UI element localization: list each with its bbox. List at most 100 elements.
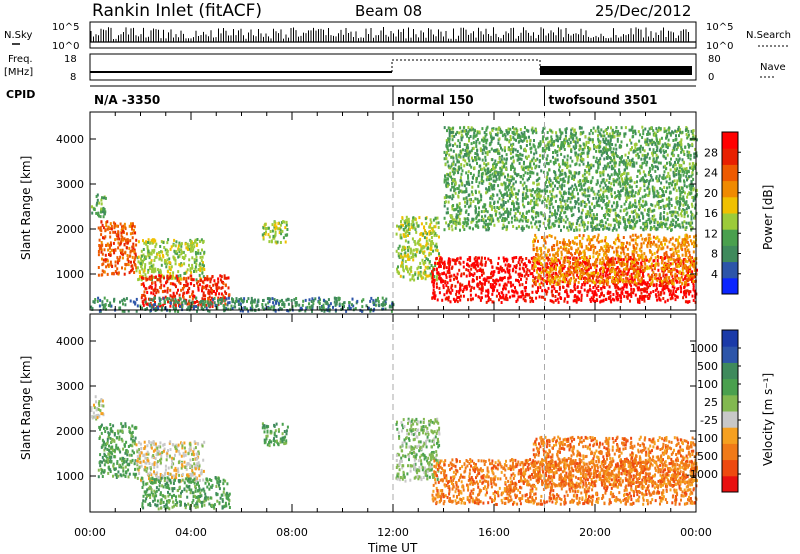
- data-cell: [551, 280, 554, 284]
- data-cell: [667, 259, 670, 263]
- data-cell: [178, 297, 181, 300]
- data-cell: [685, 175, 688, 179]
- data-cell: [660, 256, 662, 259]
- data-cell: [202, 294, 205, 298]
- data-cell: [274, 309, 277, 313]
- data-cell: [174, 303, 177, 307]
- data-cell: [539, 246, 542, 250]
- data-cell: [441, 261, 444, 265]
- data-cell: [505, 191, 508, 195]
- data-cell: [199, 269, 202, 273]
- beam-title: Beam 08: [355, 2, 422, 20]
- data-cell: [147, 253, 150, 257]
- data-cell: [173, 301, 176, 305]
- data-cell: [631, 233, 634, 237]
- data-cell: [129, 254, 132, 258]
- data-cell: [664, 176, 667, 180]
- data-cell: [579, 275, 581, 279]
- data-cell: [549, 159, 552, 163]
- data-cell: [273, 220, 276, 224]
- data-cell: [232, 298, 235, 302]
- data-cell: [400, 225, 403, 229]
- data-cell: [549, 282, 552, 286]
- data-cell: [509, 275, 512, 279]
- data-cell: [514, 286, 516, 290]
- data-cell: [509, 281, 512, 285]
- data-cell: [669, 181, 672, 185]
- data-cell: [586, 272, 589, 276]
- data-cell: [106, 227, 109, 231]
- data-cell: [577, 280, 580, 284]
- data-cell: [664, 261, 667, 265]
- data-cell: [688, 290, 690, 294]
- data-cell: [435, 278, 438, 282]
- data-cell: [530, 298, 533, 302]
- data-cell: [662, 267, 665, 271]
- data-cell: [662, 221, 665, 225]
- data-cell: [412, 274, 415, 278]
- data-cell: [493, 288, 495, 292]
- data-cell: [603, 270, 606, 274]
- data-cell: [190, 247, 192, 251]
- data-cell: [638, 270, 641, 274]
- data-cell: [606, 196, 609, 200]
- data-cell: [122, 238, 125, 242]
- data-cell: [686, 300, 689, 304]
- data-cell: [465, 287, 468, 290]
- data-cell: [551, 299, 554, 303]
- data-cell: [594, 290, 597, 294]
- data-cell: [661, 288, 664, 292]
- data-cell: [649, 178, 652, 182]
- data-cell: [651, 280, 654, 284]
- data-cell: [150, 259, 153, 263]
- data-cell: [181, 251, 184, 254]
- data-cell: [202, 239, 205, 243]
- data-cell: [194, 267, 197, 271]
- data-cell: [177, 255, 180, 259]
- data-cell: [124, 251, 127, 255]
- data-cell: [265, 227, 268, 230]
- data-cell: [594, 263, 597, 267]
- data-cell: [169, 247, 172, 251]
- data-cell: [137, 260, 140, 264]
- data-cell: [549, 261, 552, 265]
- data-cell: [455, 290, 458, 294]
- data-cell: [580, 293, 583, 297]
- data-cell: [638, 202, 641, 206]
- data-cell: [501, 291, 504, 295]
- data-cell: [548, 248, 550, 252]
- data-cell: [577, 276, 580, 280]
- data-cell: [589, 288, 592, 292]
- data-cell: [198, 273, 201, 277]
- data-cell: [448, 275, 451, 279]
- data-cell: [559, 279, 562, 283]
- data-cell: [654, 227, 657, 231]
- data-cell: [279, 223, 282, 227]
- data-cell: [279, 241, 282, 244]
- data-cell: [602, 193, 605, 197]
- data-cell: [633, 255, 635, 259]
- data-cell: [251, 306, 254, 310]
- data-cell: [107, 263, 109, 267]
- data-cell: [532, 279, 535, 283]
- data-cell: [247, 297, 250, 301]
- data-cell: [298, 303, 301, 307]
- data-cell: [447, 259, 450, 263]
- data-cell: [676, 223, 679, 227]
- data-cell: [490, 270, 493, 274]
- data-cell: [618, 239, 621, 243]
- data-cell: [140, 276, 143, 280]
- data-cell: [685, 238, 688, 242]
- data-cell: [657, 167, 659, 171]
- data-cell: [582, 234, 585, 238]
- data-cell: [418, 216, 421, 220]
- data-cell: [130, 260, 132, 264]
- data-cell: [666, 186, 668, 190]
- data-cell: [655, 295, 658, 299]
- data-cell: [477, 295, 480, 299]
- data-cell: [543, 238, 546, 242]
- data-cell: [529, 260, 532, 264]
- data-cell: [532, 275, 535, 279]
- data-cell: [654, 293, 657, 297]
- data-cell: [539, 254, 542, 258]
